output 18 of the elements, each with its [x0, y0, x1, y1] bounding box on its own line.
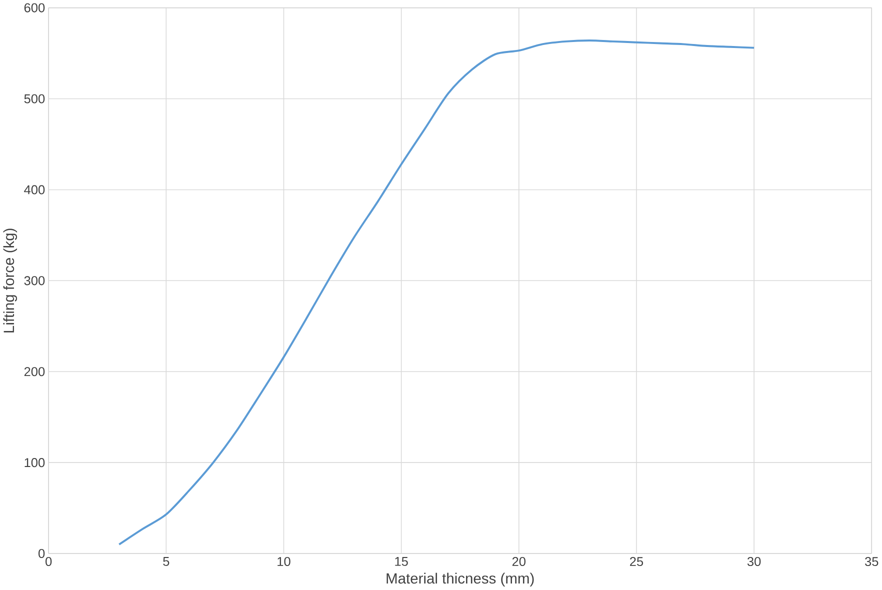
x-tick-label: 0 [46, 557, 52, 566]
x-tick-label: 20 [512, 557, 526, 566]
x-axis-title: Material thicness (mm) [386, 572, 534, 587]
x-tick-label: 15 [395, 557, 408, 566]
x-tick-label: 5 [163, 557, 170, 566]
y-tick-label: 200 [24, 367, 45, 376]
y-tick-label: 400 [24, 185, 45, 194]
line-series [118, 40, 756, 546]
y-tick-label: 300 [24, 276, 45, 286]
y-axis-title: Lifting force (kg) [3, 228, 18, 332]
x-tick-label: 30 [747, 557, 761, 566]
x-tick-label: 25 [630, 557, 644, 566]
y-tick-label: 600 [24, 3, 45, 12]
y-tick-label: 0 [38, 549, 45, 558]
x-tick-label: 35 [865, 557, 878, 566]
x-tick-label: 10 [278, 557, 290, 566]
y-tick-label: 100 [24, 458, 45, 468]
y-tick-label: 500 [24, 94, 45, 104]
